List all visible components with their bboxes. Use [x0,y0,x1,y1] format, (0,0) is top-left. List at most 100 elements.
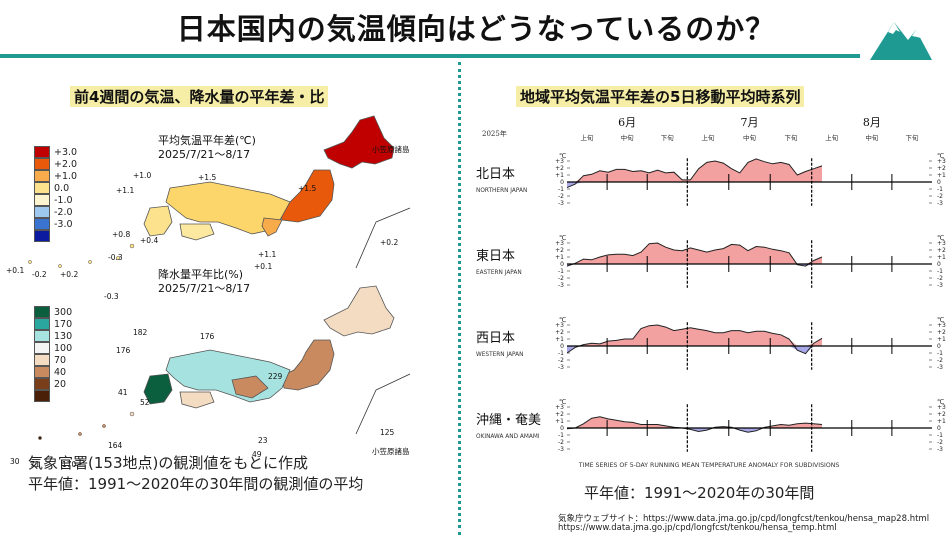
precip-annotation: 41 [118,388,128,397]
month-label: 8月 [863,116,881,129]
subdivision-name: 西日本 [476,331,515,346]
precip-map-period: 2025/7/21～8/17 [158,282,251,295]
anomaly-line [566,242,823,267]
y-tick-label-right: -3 [937,200,943,207]
precip-legend-swatch [34,318,50,330]
y-tick-label: 0 [560,425,564,432]
y-tick-label: +3 [555,240,564,247]
temp-legend-swatch [34,158,50,170]
negative-area [567,182,822,188]
temp-legend-swatch [34,170,50,182]
temp-annotation: +1.5 [198,173,217,182]
y-tick-label: +2 [555,329,564,336]
y-tick-label-right: +3 [937,158,946,165]
y-tick-label: 0 [560,343,564,350]
normal-period-note: 平年値：1991～2020年の30年間の観測値の平均 [28,475,364,493]
y-tick-label: +2 [555,165,564,172]
precip-annotation: 71 [30,460,40,469]
precip-annotation: 182 [133,328,148,337]
precip-annotation: 23 [258,436,268,445]
precip-annotation: 49 [252,450,262,459]
right-subtitle: 地域平均気温平年差の5日移動平均時系列 [516,86,805,107]
precip-legend-swatch [34,342,50,354]
precip-legend-swatch [34,330,50,342]
y-unit-label: ℃ [559,234,566,242]
y-unit-label: ℃ [559,316,566,324]
temp-legend: +3.0 +2.0 +1.0 0.0 -1.0 -2.0 -3.0 [34,146,77,242]
y-tick-label: +3 [555,322,564,329]
y-tick-label-right: +2 [937,165,946,172]
precip-legend: 300 170 130 100 70 40 20 [34,306,72,402]
precip-annotation: -0.3 [104,292,119,301]
left-subtitle: 前4週間の気温、降水量の平年差・比 [70,86,329,107]
precip-legend-row: 70 [34,354,72,366]
temp-annotation: +0.4 [140,236,159,245]
temp-legend-label: +1.0 [54,170,78,182]
precip-legend-row: 40 [34,366,72,378]
temp-legend-row: -1.0 [34,194,77,206]
y-tick-label-right: -1 [937,268,943,275]
hokkaido-region [323,285,395,337]
temp-legend-swatch [34,194,50,206]
island-mark [58,264,62,268]
island-mark [102,424,106,428]
page-title: 日本国内の気温傾向はどうなっているのか？ [176,12,776,46]
temp-annotation: -0.3 [108,253,123,262]
title-underline [0,54,860,58]
y-tick-label-right: -2 [937,439,943,446]
y-tick-label-right: -1 [937,350,943,357]
temp-annotation: +1.1 [258,250,277,259]
y-tick-label: -1 [558,432,564,439]
y-tick-label: -1 [558,186,564,193]
y-tick-label: -2 [558,193,564,200]
honshu-west-region [165,181,291,235]
y-tick-label-right: -3 [937,364,943,371]
y-tick-label: -3 [558,200,564,207]
precip-map-title-text: 降水量平年比(%) [158,268,244,281]
positive-area [567,243,822,264]
anomaly-line [566,324,823,355]
y-tick-label-right: -3 [937,282,943,289]
anomaly-line [566,416,823,433]
temp-annotation: +0.2 [60,270,79,279]
y-tick-label: +3 [555,404,564,411]
inset-border-line [375,373,411,391]
y-tick-label-right: 0 [937,425,941,432]
precip-annotation: 125 [380,428,395,437]
precip-legend-swatch [34,378,50,390]
temp-legend-row [34,230,77,242]
y-tick-label-right: -1 [937,186,943,193]
temp-annotation: +1.0 [133,171,152,180]
island-mark [129,243,135,249]
precip-legend-label: 300 [54,306,73,318]
source-url-1[interactable]: 気象庁ウェブサイト：https://www.data.jma.go.jp/cpd… [558,514,930,524]
kyushu-region [143,205,173,237]
precip-legend-swatch [34,306,50,318]
temp-annotation: +0.2 [380,238,399,247]
temp-legend-row: +1.0 [34,170,77,182]
island-mark [28,260,32,264]
temp-annotation: +1.5 [298,184,317,193]
precip-legend-label: 130 [54,330,73,342]
island-mark [78,432,82,436]
temp-legend-row: +2.0 [34,158,77,170]
y-tick-label: +1 [555,254,564,261]
y-tick-label: +3 [555,158,564,165]
y-unit-label-right: ℃ [937,152,944,160]
y-unit-label-right: ℃ [937,398,944,406]
y-tick-label: -2 [558,439,564,446]
source-url-2[interactable]: https://www.data.jma.go.jp/cpd/longfcst/… [558,523,837,533]
temp-legend-swatch [34,230,50,242]
y-tick-label-right: +1 [937,336,946,343]
subdivision-name: 沖縄・奄美 [476,413,541,428]
precip-legend-label: 170 [54,318,73,330]
positive-area [567,158,822,182]
anomaly-line [566,158,823,189]
y-unit-label-right: ℃ [937,234,944,242]
tohoku-region [281,339,335,391]
precip-legend-row: 20 [34,378,72,390]
subdivision-name-en: OKINAWA AND AMAMI [476,434,540,440]
decade-label: 上旬 [581,133,595,142]
y-tick-label-right: -2 [937,275,943,282]
